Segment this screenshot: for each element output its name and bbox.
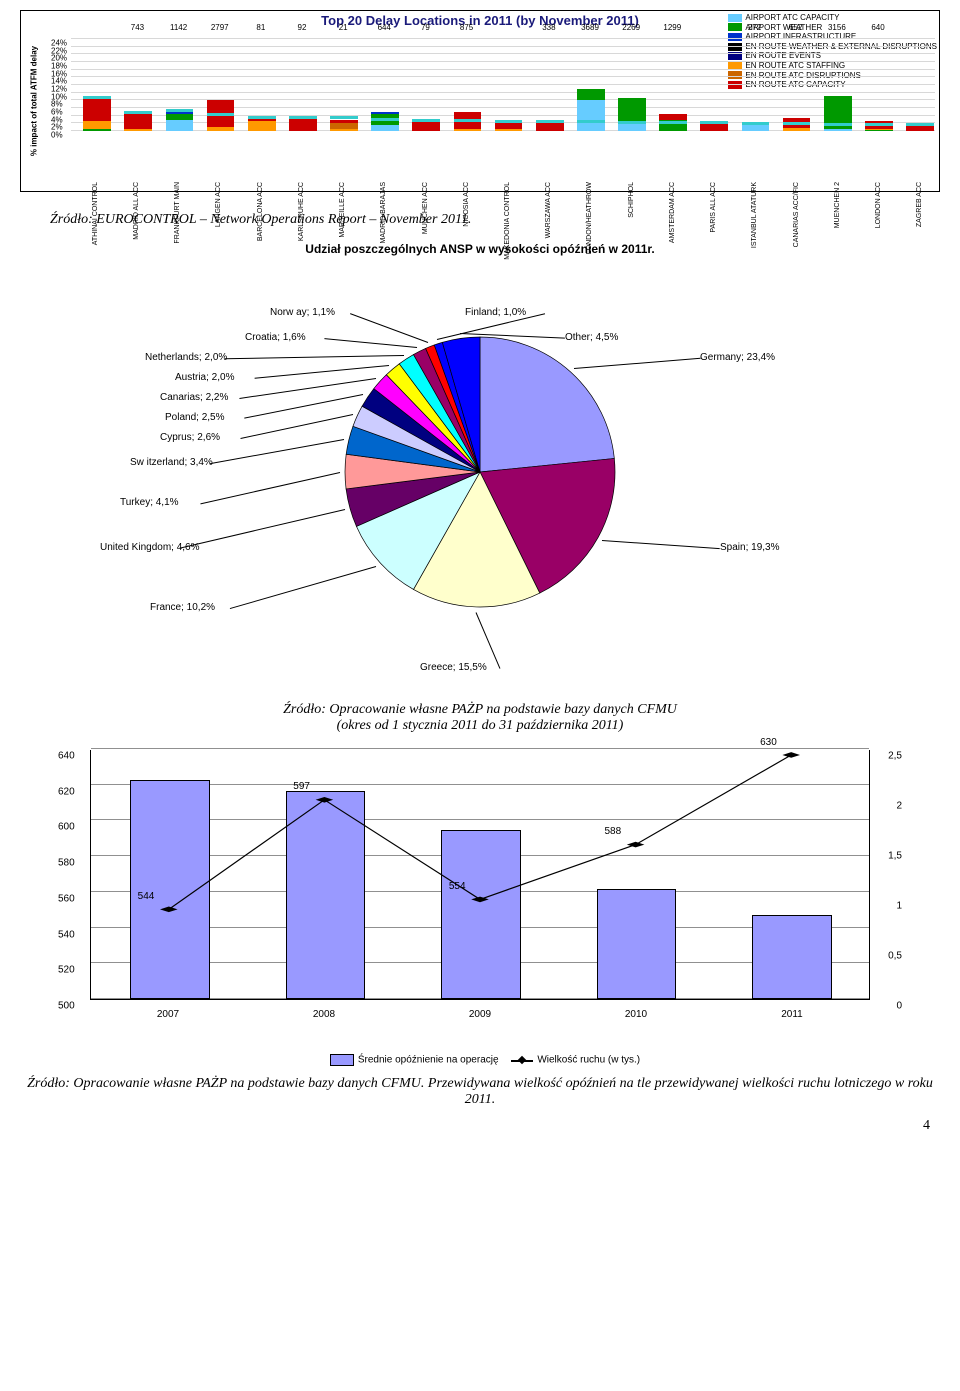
combo-xlabel: 2011 (781, 1009, 803, 1020)
pie-chart: Germany; 23,4% Spain; 19,3% Greece; 15,5% F… (20, 262, 940, 682)
combo-legend-bar: Średnie opóźnienie na operację (358, 1055, 499, 1066)
bar-MAKEDONIA-CONTROL (495, 123, 523, 131)
combo-xlabel: 2007 (157, 1009, 179, 1020)
pie-label: Norw ay; 1,1% (270, 307, 335, 318)
combo-chart: 500520540560580600620640 00,511,522,5 54… (50, 740, 910, 1050)
pie-label: Spain; 19,3% (720, 542, 780, 553)
pie-label: France; 10,2% (150, 602, 215, 613)
bar-MADRID-BARAJAS (371, 112, 399, 131)
pie-label: Germany; 23,4% (700, 352, 775, 363)
top-yaxis-label: % impact of total ATFM delay (30, 46, 39, 156)
top-plot-area: 7431142279781922164479875338368922691299… (71, 35, 935, 131)
pie-label: Other; 4,5% (565, 332, 618, 343)
bar-ATHINAI-CONTROL (83, 98, 111, 131)
page-number: 4 (20, 1118, 940, 1134)
bar-MARSEILLE-ACC (330, 119, 358, 131)
combo-legend: Średnie opóźnienie na operację Wielkość … (20, 1054, 940, 1066)
pie-slice (480, 337, 614, 472)
pie-label: Netherlands; 2,0% (145, 352, 227, 363)
combo-xlabel: 2010 (625, 1009, 647, 1020)
bar-MADRID-ALL-ACC (124, 112, 152, 131)
bar-PARIS-ALL-ACC (700, 124, 728, 131)
pie-label: Croatia; 1,6% (245, 332, 306, 343)
source-pazp-1: Źródło: Opracowanie własne PAŻP na podst… (20, 702, 940, 734)
pie-label: Cyprus; 2,6% (160, 432, 220, 443)
source-eurocontrol: Źródło: EUROCONTROL – Network Operations… (50, 212, 940, 228)
combo-point-label: 630 (760, 737, 777, 748)
pie-label: Austria; 2,0% (175, 372, 234, 383)
source-pazp-2: Źródło: Opracowanie własne PAŻP na podst… (20, 1076, 940, 1108)
combo-legend-line: Wielkość ruchu (w tys.) (537, 1055, 640, 1066)
pie-label: Canarias; 2,2% (160, 392, 228, 403)
pie-title: Udział poszczególnych ANSP w wysokości o… (20, 242, 940, 256)
bar-LANGEN-ACC (207, 100, 235, 131)
pie-label: Finland; 1,0% (465, 307, 526, 318)
bar-WARSZAWA-ACC (536, 122, 564, 131)
combo-plot: 544597554588630 (90, 750, 870, 1000)
pie-label: Greece; 15,5% (420, 662, 487, 673)
bar-BARCELONA-ACC (248, 118, 276, 131)
bar-KARLSRUHE-ACC (289, 119, 317, 131)
combo-xlabel: 2009 (469, 1009, 491, 1020)
pie-svg (335, 327, 625, 617)
bar-FRANKFURT-MAIN (166, 112, 194, 131)
bar-ZAGREB-ACC (906, 126, 934, 131)
bar-SCHIPHOL (618, 98, 646, 131)
pie-label: Turkey; 4,1% (120, 497, 179, 508)
pie-label: Poland; 2,5% (165, 412, 225, 423)
bar-MUNCHEN-ACC (412, 121, 440, 131)
pie-label: Sw itzerland; 3,4% (130, 457, 213, 468)
combo-xlabel: 2008 (313, 1009, 335, 1020)
bar-LONDON/HEATHROW (577, 89, 605, 131)
top-delay-chart: Top 20 Delay Locations in 2011 (by Novem… (20, 10, 940, 192)
